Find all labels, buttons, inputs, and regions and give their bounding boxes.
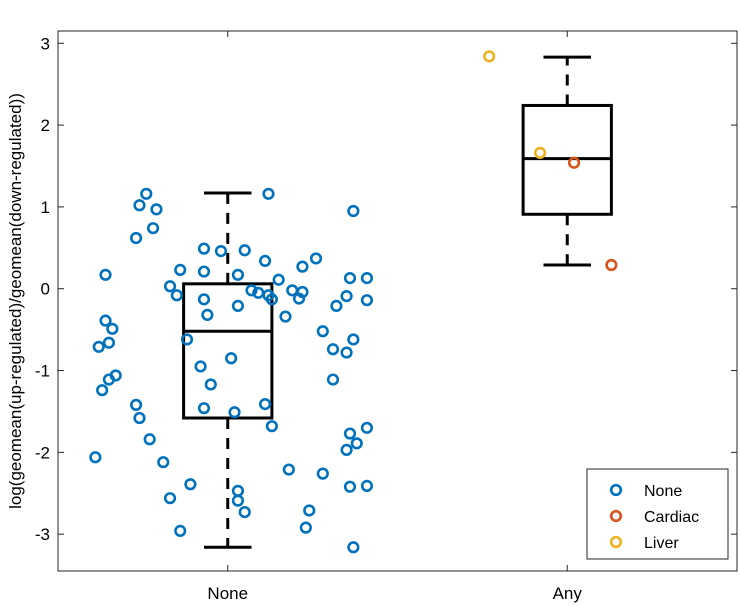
point-none	[258, 397, 272, 411]
point-none	[225, 352, 238, 365]
point-none	[197, 242, 211, 255]
point-none	[231, 299, 245, 313]
point-none	[360, 294, 374, 307]
y-tick-label: 1	[41, 198, 50, 217]
point-none	[340, 289, 353, 303]
legend-marker-liver	[609, 535, 623, 549]
y-tick-label: 3	[41, 34, 50, 53]
legend: None Cardiac Liver	[586, 468, 729, 560]
point-none	[350, 437, 363, 450]
point-none	[102, 373, 116, 386]
point-none	[174, 524, 187, 538]
legend-label-none: None	[644, 483, 682, 500]
point-none	[245, 284, 258, 297]
point-none	[303, 504, 316, 517]
point-none	[330, 299, 343, 313]
point-none	[340, 346, 353, 359]
legend-label-cardiac: Cardiac	[644, 509, 699, 526]
point-none	[343, 480, 357, 493]
point-none	[340, 443, 353, 457]
point-none	[170, 289, 183, 302]
point-none	[143, 433, 156, 446]
point-none	[343, 427, 357, 440]
point-none	[360, 479, 374, 493]
point-none	[197, 402, 211, 415]
scatter-points	[89, 50, 618, 554]
point-none	[163, 280, 177, 293]
point-none	[96, 384, 109, 397]
point-none	[163, 492, 177, 505]
y-tick-label: -1	[35, 362, 50, 381]
point-none	[309, 252, 323, 265]
point-none	[360, 421, 374, 434]
point-none	[316, 325, 329, 338]
point-none	[99, 268, 112, 281]
point-none	[347, 541, 360, 554]
point-none	[99, 314, 112, 327]
point-none	[133, 199, 146, 212]
point-none	[201, 308, 214, 322]
point-none	[146, 222, 160, 235]
y-axis-label: log(geomean(up-regulated)/geomean(down-r…	[6, 93, 25, 509]
point-none	[157, 456, 170, 469]
y-tick-label: 0	[41, 280, 50, 299]
legend-marker-cardiac	[609, 509, 623, 523]
point-none	[197, 265, 211, 278]
point-none	[326, 373, 340, 386]
point-none	[265, 420, 278, 433]
point-none	[228, 406, 241, 419]
point-liver	[533, 146, 547, 160]
point-none	[292, 292, 306, 305]
point-none	[360, 271, 374, 285]
point-none	[347, 333, 360, 346]
point-liver	[483, 50, 496, 63]
point-none	[150, 203, 163, 216]
point-none	[238, 244, 251, 257]
point-none	[262, 187, 275, 200]
point-none	[106, 322, 119, 335]
iqr-box	[182, 282, 274, 420]
point-cardiac	[605, 258, 618, 272]
point-none	[296, 260, 309, 273]
point-cardiac	[567, 156, 581, 169]
point-none	[129, 398, 143, 412]
point-none	[299, 521, 312, 534]
point-none	[258, 254, 272, 268]
point-none	[133, 411, 146, 425]
x-tick-label: None	[207, 584, 248, 603]
point-none	[265, 293, 278, 306]
point-none	[140, 187, 153, 200]
axis-ticks: 3 2 1 0 -1 -2 -3 None Any	[35, 31, 737, 603]
point-none	[174, 263, 187, 277]
legend-marker-none	[609, 483, 623, 497]
y-tick-label: 2	[41, 116, 50, 135]
boxes	[182, 55, 613, 549]
point-none	[129, 231, 143, 245]
point-none	[282, 463, 295, 476]
x-tick-label: Any	[553, 584, 583, 603]
point-none	[214, 244, 228, 258]
point-none	[231, 268, 245, 281]
point-none	[347, 204, 360, 218]
point-none	[184, 478, 197, 491]
point-none	[197, 293, 211, 306]
y-tick-label: -2	[35, 443, 50, 462]
point-none	[204, 378, 217, 391]
point-none	[231, 494, 245, 507]
point-none	[180, 333, 194, 346]
y-tick-label: -3	[35, 525, 50, 544]
point-none	[194, 360, 207, 373]
point-none	[279, 310, 292, 323]
point-none	[89, 451, 102, 464]
point-none	[102, 336, 116, 349]
point-none	[92, 340, 105, 353]
legend-label-liver: Liver	[644, 535, 679, 552]
point-none	[316, 467, 329, 480]
point-none	[343, 271, 357, 285]
point-none	[238, 505, 251, 519]
point-none	[272, 273, 285, 286]
point-none	[326, 343, 340, 356]
